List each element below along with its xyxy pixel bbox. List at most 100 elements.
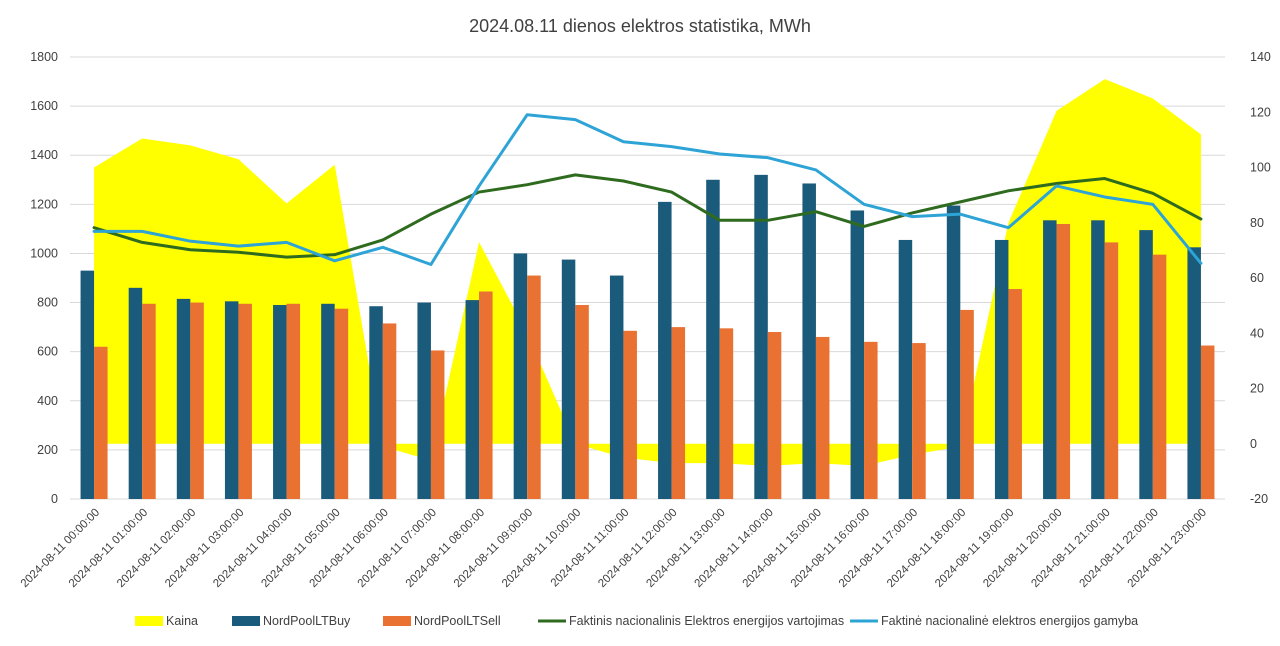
y-left-tick-label: 200 (37, 443, 58, 457)
bar-nordpoolltsell (960, 309, 974, 499)
bar-nordpoolltbuy (706, 179, 720, 499)
x-tick-label: 2024-08-11 05:00:00 (259, 507, 342, 590)
bar-nordpoolltbuy (321, 303, 335, 499)
y-left-tick-label: 400 (37, 394, 58, 408)
y-left-tick-label: 600 (37, 345, 58, 359)
legend-label: Kaina (166, 614, 198, 628)
y-axis-right: -20 0 20 40 60 80 100 120 140 (1250, 50, 1271, 506)
bar-nordpoolltbuy (850, 210, 865, 499)
x-tick-label: 2024-08-11 00:00:00 (19, 507, 102, 590)
bar-nordpoolltbuy (369, 306, 383, 499)
y-right-tick-label: 0 (1250, 437, 1257, 451)
bar-nordpoolltsell (623, 330, 637, 499)
bar-nordpoolltbuy (224, 301, 239, 499)
lines (92, 113, 1203, 266)
bar-nordpoolltsell (286, 303, 301, 499)
y-right-tick-label: 100 (1250, 161, 1271, 175)
y-left-tick-label: 1400 (30, 148, 58, 162)
bar-nordpoolltsell (94, 346, 108, 499)
bar-nordpoolltsell (382, 323, 397, 499)
bar-nordpoolltbuy (273, 305, 287, 499)
x-tick-label: 2024-08-11 23:00:00 (1126, 507, 1209, 590)
bar-nordpoolltsell (767, 332, 782, 499)
bar-nordpoolltsell (527, 275, 541, 499)
bar-nordpoolltbuy (658, 201, 672, 499)
x-tick-label: 2024-08-11 02:00:00 (115, 507, 198, 590)
x-tick-label: 2024-08-11 14:00:00 (693, 507, 776, 590)
bar-nordpoolltbuy (465, 300, 480, 499)
legend-swatch (383, 616, 411, 626)
y-left-tick-label: 1200 (30, 197, 58, 211)
bar-nordpoolltsell (671, 327, 686, 499)
bar-nordpoolltsell (1104, 242, 1119, 499)
line-series (92, 173, 1203, 259)
y-right-tick-label: 60 (1250, 271, 1264, 285)
chart-title: 2024.08.11 dienos elektros statistika, M… (469, 16, 811, 36)
x-tick-label: 2024-08-11 17:00:00 (837, 507, 920, 590)
x-tick-label: 2024-08-11 08:00:00 (404, 507, 487, 590)
bar-nordpoolltsell (864, 341, 878, 499)
x-tick-label: 2024-08-11 19:00:00 (933, 507, 1016, 590)
bar-nordpoolltsell (238, 303, 252, 499)
legend: Kaina NordPoolLTBuy NordPoolLTSell Faktinis… (135, 614, 1138, 628)
legend-label: NordPoolLTBuy (263, 614, 351, 628)
x-tick-label: 2024-08-11 07:00:00 (356, 507, 439, 590)
y-left-tick-label: 1000 (30, 246, 58, 260)
bar-nordpoolltbuy (898, 239, 913, 499)
bar-nordpoolltbuy (609, 275, 624, 499)
x-tick-label: 2024-08-11 20:00:00 (981, 507, 1064, 590)
bar-nordpoolltsell (719, 328, 734, 499)
bar-nordpoolltsell (430, 350, 445, 499)
bar-nordpoolltbuy (80, 270, 95, 499)
bar-nordpoolltbuy (1091, 220, 1105, 500)
bar-nordpoolltsell (1008, 289, 1022, 499)
y-left-tick-label: 1800 (30, 50, 58, 64)
bar-nordpoolltsell (912, 343, 926, 499)
y-right-tick-label: 40 (1250, 326, 1264, 340)
y-right-tick-label: 80 (1250, 216, 1264, 230)
line-series (92, 113, 1203, 266)
legend-swatch (232, 616, 260, 626)
x-tick-label: 2024-08-11 13:00:00 (644, 507, 727, 590)
price-area (94, 79, 1201, 466)
x-tick-label: 2024-08-11 06:00:00 (308, 507, 391, 590)
x-tick-label: 2024-08-11 10:00:00 (500, 507, 583, 590)
legend-label: NordPoolLTSell (414, 614, 501, 628)
bar-nordpoolltbuy (128, 287, 143, 499)
legend-swatch (135, 616, 163, 626)
bar-nordpoolltbuy (513, 253, 528, 499)
x-tick-label: 2024-08-11 12:00:00 (596, 507, 679, 590)
bar-nordpoolltsell (1152, 254, 1167, 499)
legend-label: Faktinė nacionalinė elektros energijos g… (881, 614, 1138, 628)
y-right-tick-label: 20 (1250, 382, 1264, 396)
bar-nordpoolltbuy (994, 239, 1009, 499)
y-left-tick-label: 1600 (30, 99, 58, 113)
y-right-tick-label: 140 (1250, 50, 1271, 64)
bar-nordpoolltsell (815, 336, 830, 499)
bar-nordpoolltbuy (417, 302, 431, 499)
x-tick-label: 2024-08-11 15:00:00 (741, 507, 824, 590)
bars (80, 174, 1215, 500)
bar-nordpoolltsell (334, 308, 349, 499)
x-tick-label: 2024-08-11 03:00:00 (163, 507, 246, 590)
y-right-tick-label: -20 (1250, 492, 1268, 506)
bar-nordpoolltsell (190, 302, 204, 499)
y-left-tick-label: 0 (51, 492, 58, 506)
bar-nordpoolltsell (1056, 223, 1071, 499)
bar-nordpoolltbuy (1139, 230, 1153, 499)
bar-nordpoolltbuy (1187, 247, 1201, 499)
bar-nordpoolltbuy (946, 205, 961, 500)
x-tick-label: 2024-08-11 04:00:00 (211, 507, 294, 590)
bar-nordpoolltsell (575, 305, 589, 499)
bar-nordpoolltbuy (176, 298, 191, 499)
x-tick-label: 2024-08-11 16:00:00 (789, 507, 872, 590)
bar-nordpoolltbuy (561, 259, 576, 499)
x-tick-label: 2024-08-11 18:00:00 (885, 507, 968, 590)
x-tick-label: 2024-08-11 22:00:00 (1078, 507, 1161, 590)
area-kaina (94, 79, 1201, 466)
x-tick-label: 2024-08-11 01:00:00 (67, 507, 150, 590)
bar-nordpoolltsell (479, 291, 493, 499)
